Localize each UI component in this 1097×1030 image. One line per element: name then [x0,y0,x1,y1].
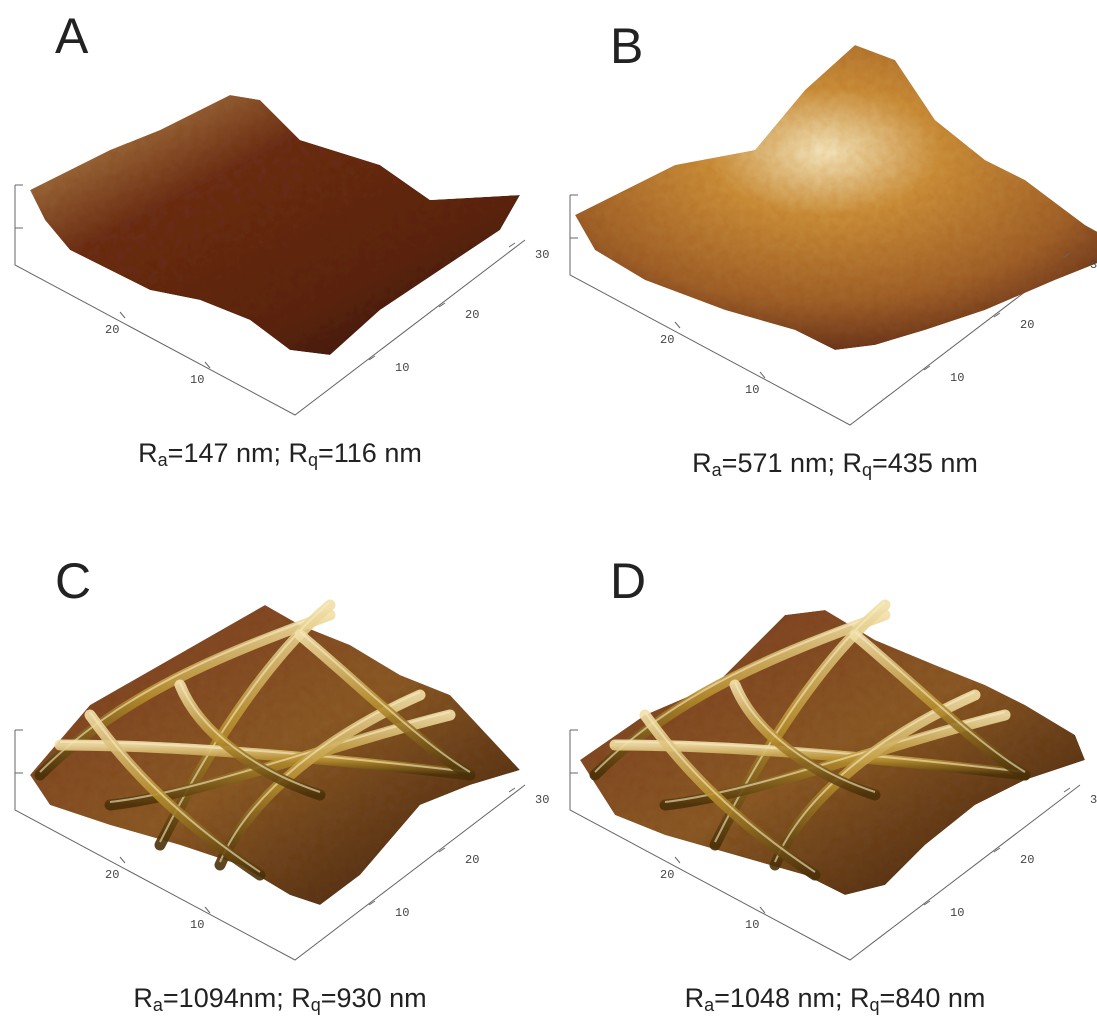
tick-label: 20 [105,323,119,337]
tick-label: 20 [465,308,479,322]
caption-subscript: q [308,450,318,470]
caption-text: R [133,983,153,1013]
tick-label: 10 [950,371,964,385]
tick-label: 10 [745,918,759,932]
tick-mark [120,857,125,863]
tick-mark [675,857,680,863]
panel-label: D [610,553,646,609]
tick-label: 10 [395,906,409,920]
tick-mark [1064,788,1070,792]
caption-text: =435 nm [872,448,978,478]
tick-mark [509,788,515,792]
tick-label: 20 [660,868,674,882]
caption-text: =147 nm; R [168,438,308,468]
caption-text: =571 nm; R [722,448,862,478]
caption-text: =1048 nm; R [714,983,869,1013]
caption-subscript: q [311,995,321,1015]
tick-label: 10 [395,361,409,375]
caption-text: R [692,448,712,478]
panel: A 20 10 10 20 30 Ra=147 nm; Rq=116 nm [15,8,549,470]
surface [30,95,520,355]
caption-subscript: q [870,995,880,1015]
figure: A 20 10 10 20 30 Ra=147 nm; Rq=116 nm B 20 10 10 20… [0,0,1097,1030]
tick-mark [509,243,515,247]
tick-label: 20 [465,853,479,867]
tick-label: 20 [1020,318,1034,332]
caption-text: =930 nm [321,983,427,1013]
caption-text: R [138,438,158,468]
panel: B 20 10 10 20 30 Ra=571 nm; Rq=435 nm [570,18,1097,480]
panel-label: C [55,553,91,609]
tick-label: 30 [1090,793,1097,807]
tick-label: 30 [535,793,549,807]
caption-text: =840 nm [880,983,986,1013]
tick-label: 20 [660,333,674,347]
caption-text: =1094nm; R [163,983,311,1013]
tick-label: 10 [190,373,204,387]
tick-label: 20 [105,868,119,882]
caption: Ra=147 nm; Rq=116 nm [138,438,422,470]
tick-label: 20 [1020,853,1034,867]
panel-label: B [610,18,643,74]
tick-label: 30 [535,248,549,262]
panel-label: A [55,8,89,64]
caption: Ra=1048 nm; Rq=840 nm [685,983,986,1015]
surface [575,45,1097,350]
caption-text: R [685,983,705,1013]
caption: Ra=1094nm; Rq=930 nm [133,983,426,1015]
panel: D 20 10 10 20 30 Ra=1048 nm; Rq=840 nm [570,553,1097,1015]
tick-label: 10 [190,918,204,932]
caption-text: =116 nm [318,438,422,468]
tick-mark [120,312,125,318]
panel: C 20 10 10 20 30 Ra=1094nm; Rq=930 nm [15,553,549,1015]
caption-subscript: q [862,460,872,480]
tick-mark [675,322,680,328]
caption: Ra=571 nm; Rq=435 nm [692,448,978,480]
tick-label: 10 [950,906,964,920]
tick-label: 10 [745,383,759,397]
tick-label: 30 [1090,258,1097,272]
